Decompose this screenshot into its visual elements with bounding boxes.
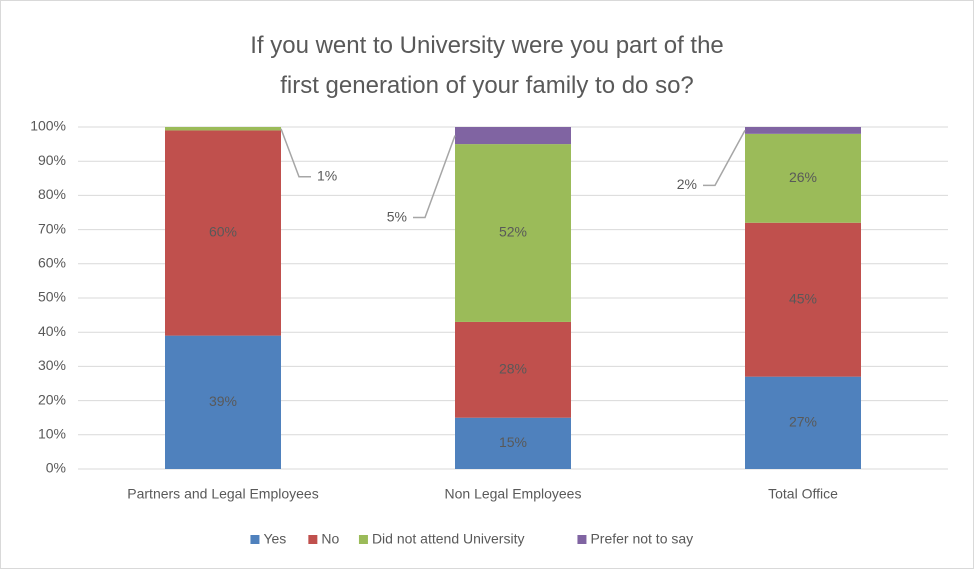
- x-tick-label: Partners and Legal Employees: [127, 486, 318, 502]
- legend-swatch: [308, 535, 318, 544]
- bar-segment: [455, 127, 571, 145]
- x-tick-label: Total Office: [768, 486, 838, 502]
- data-label: 60%: [209, 224, 237, 240]
- legend-label: No: [321, 531, 339, 547]
- bar-segment: [455, 144, 571, 322]
- y-tick-label: 40%: [38, 323, 66, 339]
- bar-segment: [455, 417, 571, 469]
- data-label: 5%: [387, 208, 407, 224]
- leader-line: [703, 130, 746, 187]
- legend-label: Yes: [263, 531, 286, 547]
- bar-segment: [745, 127, 861, 134]
- chart-title: If you went to University were you part …: [250, 32, 724, 99]
- data-label: 52%: [499, 224, 527, 240]
- y-tick-label: 50%: [38, 289, 66, 305]
- y-tick-label: 100%: [30, 118, 66, 134]
- leader-line: [280, 128, 311, 178]
- y-tick-label: 20%: [38, 391, 66, 407]
- legend-label: Prefer not to say: [590, 531, 693, 547]
- data-label: 27%: [789, 414, 817, 430]
- y-tick-label: 10%: [38, 426, 66, 442]
- data-label: 39%: [209, 393, 237, 409]
- leader-line: [413, 135, 456, 219]
- y-tick-label: 90%: [38, 152, 66, 168]
- data-label: 28%: [499, 361, 527, 377]
- legend-label: Did not attend University: [372, 531, 525, 547]
- y-tick-label: 80%: [38, 186, 66, 202]
- legend-swatch: [358, 535, 368, 544]
- y-tick-label: 0%: [46, 460, 66, 476]
- bar-segment: [165, 335, 281, 469]
- legend-swatch: [577, 535, 587, 544]
- bar-segment: [745, 376, 861, 469]
- y-tick-label: 30%: [38, 357, 66, 373]
- data-label: 15%: [499, 434, 527, 450]
- y-tick-label: 60%: [38, 255, 66, 271]
- data-label: 1%: [317, 167, 337, 183]
- legend-swatch: [250, 535, 260, 544]
- bar-segment: [165, 127, 281, 131]
- x-tick-label: Non Legal Employees: [445, 486, 582, 502]
- data-label: 2%: [677, 176, 697, 192]
- data-label: 45%: [789, 290, 817, 306]
- bar-segment: [745, 222, 861, 377]
- bar-segment: [745, 133, 861, 223]
- y-tick-label: 70%: [38, 220, 66, 236]
- data-label: 26%: [789, 169, 817, 185]
- bar-segment: [455, 321, 571, 418]
- bar-segment: [165, 130, 281, 336]
